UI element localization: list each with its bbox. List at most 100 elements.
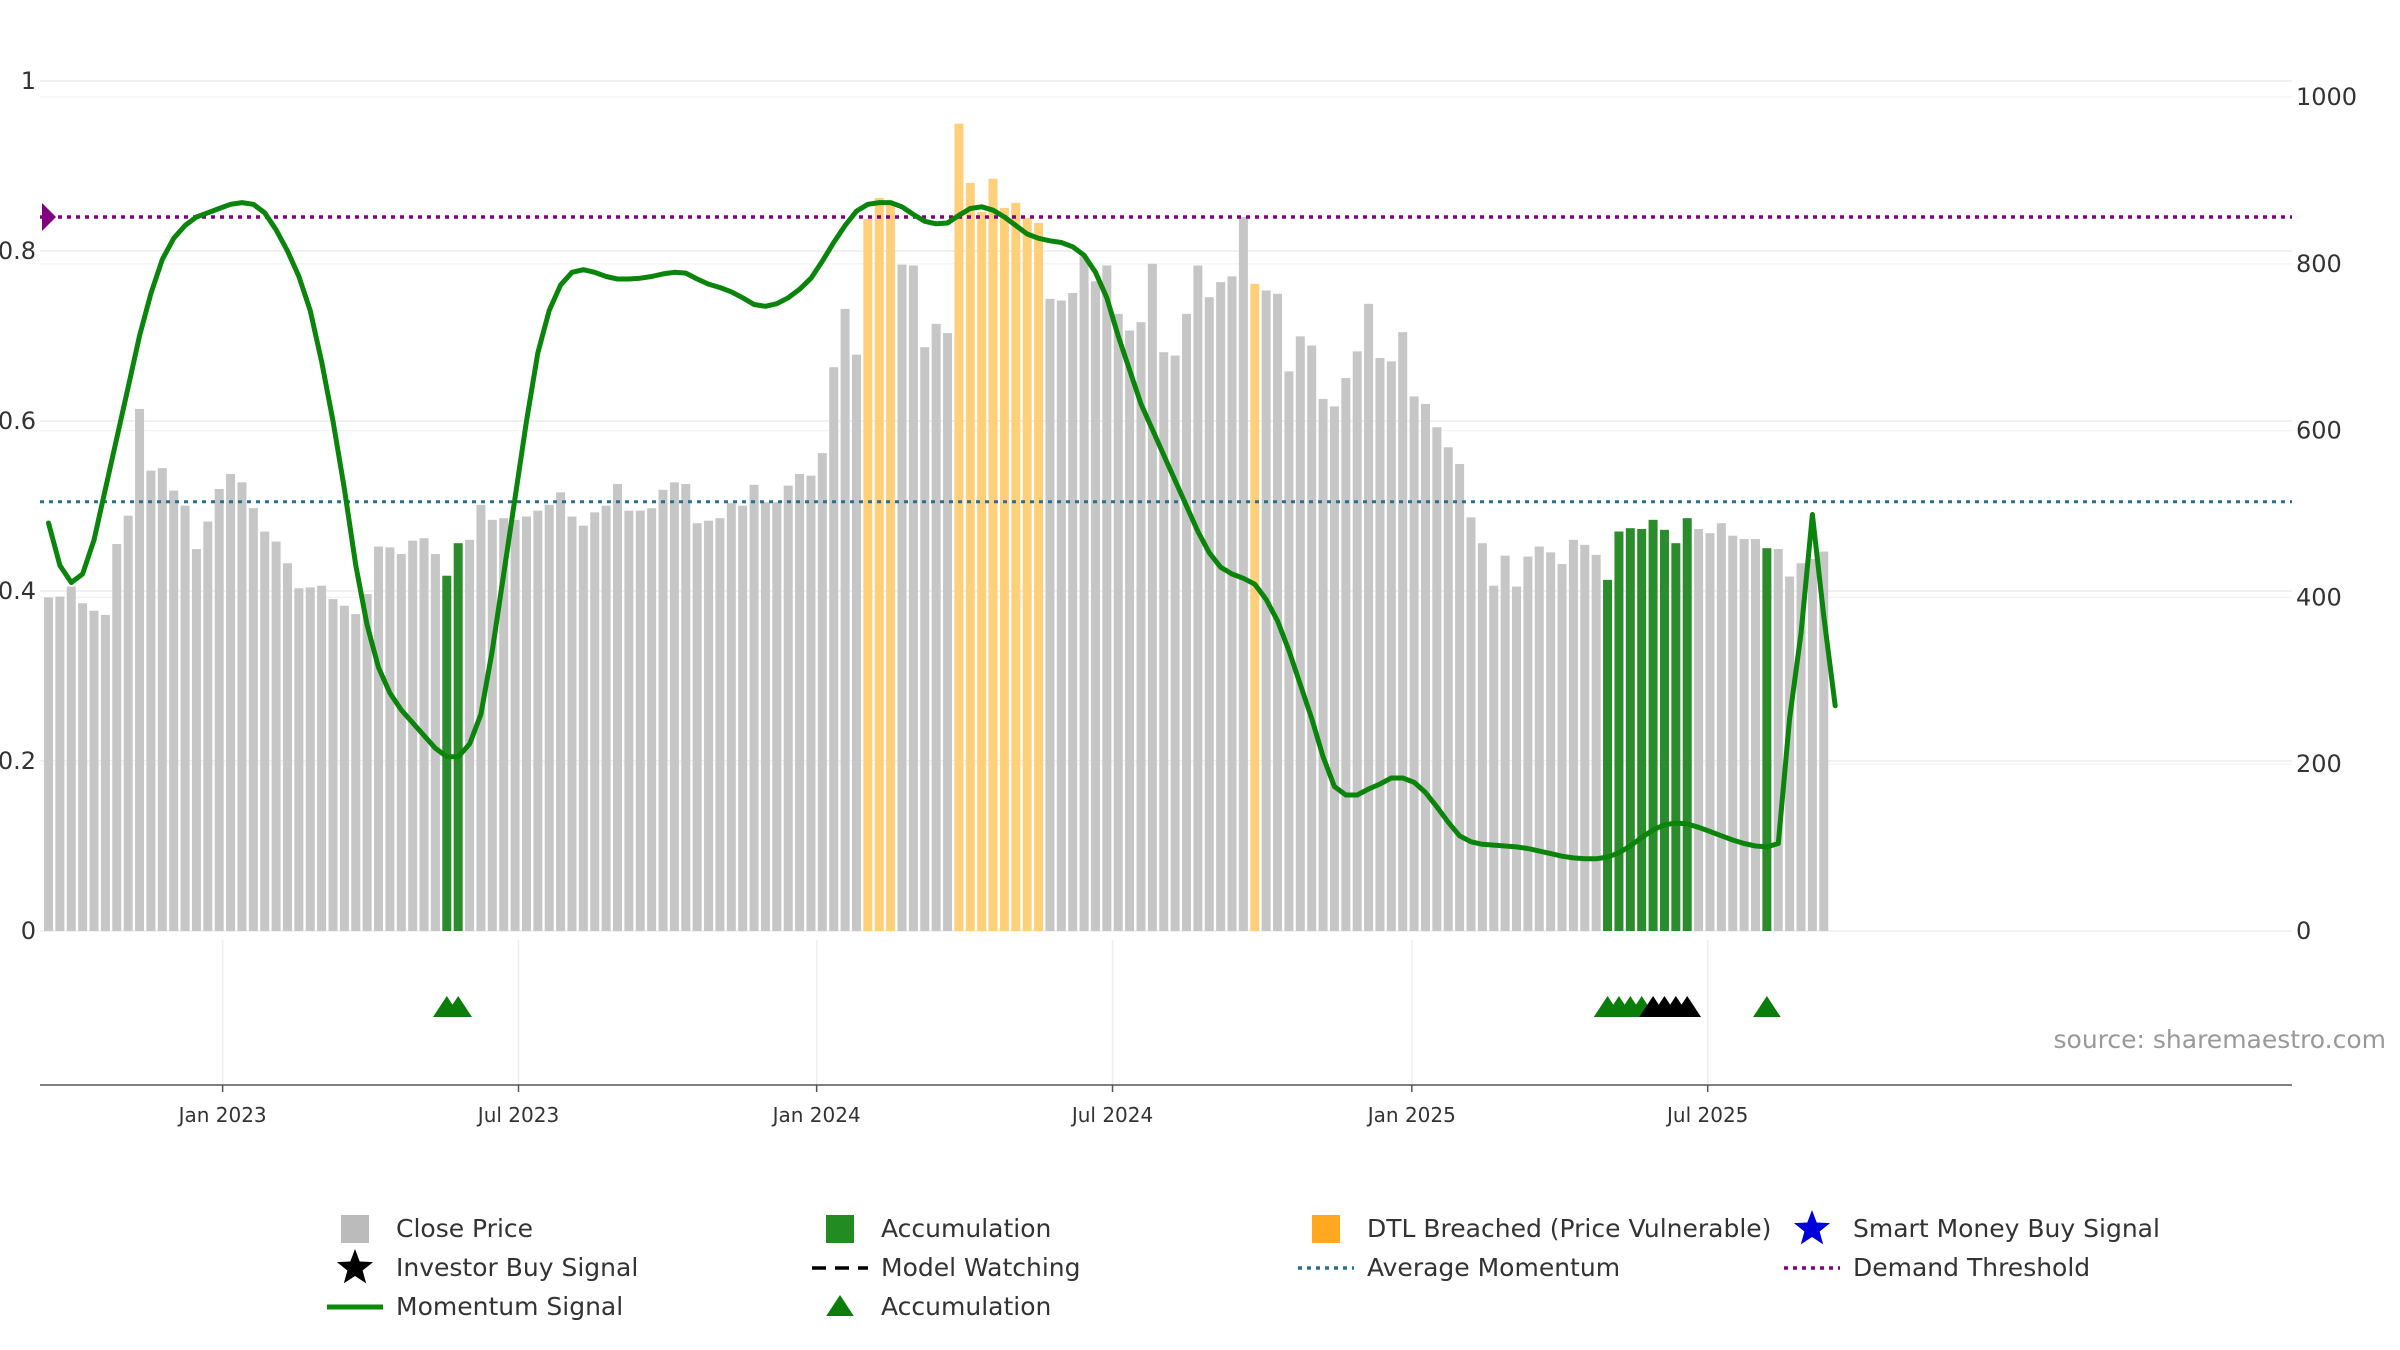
close-price-bar <box>191 549 201 931</box>
close-price-bar <box>1546 552 1556 931</box>
left-axis-tick-label: 0.2 <box>0 747 36 775</box>
close-price-bar <box>1512 586 1522 931</box>
close-price-bar <box>1182 313 1191 932</box>
dtl-breached-bar <box>1250 283 1260 931</box>
close-price-bar <box>726 503 736 931</box>
right-axis-tick-label: 0 <box>2296 917 2311 945</box>
close-price-bar <box>271 541 281 931</box>
dtl-breached-bar <box>954 123 964 932</box>
close-price-bar <box>1580 544 1590 931</box>
close-price-bar <box>44 597 53 931</box>
close-price-bar <box>237 482 247 931</box>
dtl-breached-bar <box>874 197 884 931</box>
close-price-bar <box>681 483 691 931</box>
close-price-bar <box>1751 539 1760 931</box>
close-price-bar <box>385 547 395 931</box>
close-price-bar <box>1489 585 1499 931</box>
legend-square-swatch <box>1312 1215 1340 1243</box>
close-price-bar <box>692 523 702 931</box>
accumulation-bar <box>1659 529 1669 931</box>
close-price-bar <box>339 605 349 931</box>
close-price-bar <box>647 508 657 931</box>
legend-label: Accumulation <box>881 1292 1051 1321</box>
left-axis-tick-label: 1 <box>21 67 36 95</box>
close-price-bar <box>738 505 748 931</box>
close-price-bar <box>1557 564 1567 931</box>
close-price-bar <box>556 492 566 931</box>
close-price-bar <box>1500 555 1510 931</box>
x-axis-tick-label: Jan 2023 <box>177 1103 267 1127</box>
close-price-bar <box>1318 398 1328 932</box>
close-price-bar <box>1079 256 1089 931</box>
accumulation-triangle <box>444 996 472 1017</box>
close-price-bar <box>1136 322 1146 931</box>
close-price-bar <box>1705 533 1715 931</box>
close-price-bar <box>1716 523 1726 931</box>
close-price-bar <box>806 475 816 931</box>
close-price-bar <box>1728 535 1738 931</box>
close-price-bar <box>1125 330 1135 931</box>
close-price-bar <box>1807 559 1817 931</box>
dtl-breached-bar <box>1011 202 1021 932</box>
accumulation-bar <box>1625 528 1635 931</box>
legend-label: Model Watching <box>881 1253 1081 1282</box>
close-price-bar <box>1170 355 1180 931</box>
close-price-bar <box>544 504 554 931</box>
close-price-bar <box>430 554 440 931</box>
close-price-bar <box>1329 406 1339 931</box>
legend-label: DTL Breached (Price Vulnerable) <box>1367 1214 1771 1243</box>
close-price-bar <box>123 515 133 931</box>
right-axis-tick-label: 800 <box>2296 250 2342 278</box>
accumulation-bar <box>453 543 463 931</box>
dtl-breached-bar <box>988 178 998 931</box>
right-axis-tick-label: 1000 <box>2296 83 2357 111</box>
dtl-breached-bar <box>999 207 1009 931</box>
close-price-bar <box>157 468 167 931</box>
demand-threshold-marker <box>42 203 56 231</box>
close-price-bar <box>920 347 930 931</box>
close-price-bar <box>772 502 782 931</box>
close-price-bar <box>897 264 907 931</box>
legend-label: Accumulation <box>881 1214 1051 1243</box>
x-axis-tick-label: Jul 2023 <box>476 1103 559 1127</box>
close-price-bar <box>305 587 315 931</box>
close-price-bar <box>1375 358 1385 931</box>
close-price-bar <box>704 520 714 931</box>
close-price-bar <box>408 540 418 931</box>
close-price-bar <box>1227 276 1237 931</box>
legend-label: Momentum Signal <box>396 1292 623 1321</box>
dtl-breached-bar <box>863 218 873 931</box>
close-price-bar <box>89 610 99 931</box>
close-price-bar <box>351 614 361 931</box>
close-price-bar <box>78 603 88 931</box>
close-price-bar <box>1534 546 1544 931</box>
accumulation-bar <box>1637 529 1647 931</box>
legend-label: Average Momentum <box>1367 1253 1620 1282</box>
close-price-bar <box>567 516 577 931</box>
close-price-bar <box>635 510 645 931</box>
close-price-bar <box>214 488 224 931</box>
close-price-bar <box>521 516 531 931</box>
close-price-bar <box>1295 336 1305 931</box>
close-price-bar <box>1159 352 1169 932</box>
close-price-bar <box>1477 543 1487 931</box>
legend-label: Smart Money Buy Signal <box>1853 1214 2160 1243</box>
close-price-bar <box>169 490 179 931</box>
price-bars <box>44 123 1829 932</box>
close-price-bar <box>1443 447 1453 931</box>
close-price-bar <box>1819 551 1829 931</box>
close-price-bar <box>1341 378 1351 932</box>
legend-label: Close Price <box>396 1214 533 1243</box>
close-price-bar <box>1352 351 1362 931</box>
close-price-bar <box>1432 427 1442 931</box>
dtl-breached-bar <box>886 202 896 932</box>
close-price-bar <box>1386 361 1396 931</box>
close-price-bar <box>1090 281 1100 932</box>
close-price-bar <box>1773 549 1783 931</box>
dtl-breached-bar <box>965 182 975 932</box>
close-price-bar <box>1307 345 1317 932</box>
close-price-bar <box>840 308 850 931</box>
close-price-bar <box>1409 396 1419 931</box>
close-price-bar <box>817 453 827 931</box>
